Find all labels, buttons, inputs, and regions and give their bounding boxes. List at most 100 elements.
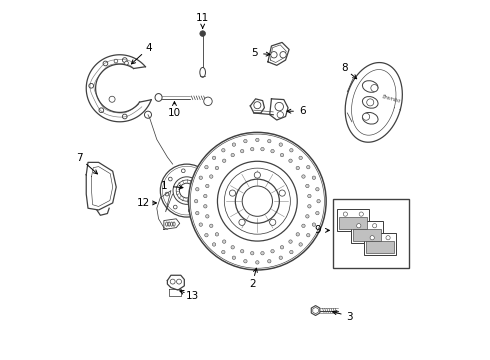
Circle shape: [307, 166, 310, 169]
Circle shape: [261, 147, 264, 151]
Circle shape: [170, 279, 175, 284]
Circle shape: [221, 250, 225, 254]
Text: 2: 2: [249, 279, 256, 289]
Circle shape: [302, 175, 305, 178]
Circle shape: [181, 169, 185, 173]
Circle shape: [363, 113, 369, 120]
Circle shape: [212, 243, 216, 246]
Circle shape: [122, 58, 127, 62]
Circle shape: [241, 249, 244, 253]
Circle shape: [312, 176, 316, 179]
Circle shape: [306, 184, 309, 188]
Circle shape: [173, 205, 177, 209]
Circle shape: [256, 261, 259, 264]
Bar: [364, 233, 396, 255]
Circle shape: [231, 153, 234, 157]
Circle shape: [109, 96, 115, 102]
Circle shape: [201, 200, 205, 204]
Circle shape: [204, 97, 212, 105]
Circle shape: [89, 84, 94, 88]
Circle shape: [296, 166, 299, 170]
Circle shape: [308, 204, 311, 208]
Circle shape: [210, 175, 213, 178]
Circle shape: [215, 166, 219, 170]
Circle shape: [280, 153, 284, 157]
Circle shape: [317, 199, 320, 203]
Circle shape: [99, 108, 104, 113]
Circle shape: [232, 256, 236, 260]
Circle shape: [254, 102, 261, 109]
Circle shape: [196, 172, 200, 176]
Circle shape: [189, 208, 192, 212]
Circle shape: [296, 233, 299, 236]
Circle shape: [254, 172, 261, 178]
Circle shape: [203, 204, 207, 208]
Circle shape: [203, 194, 207, 198]
Circle shape: [256, 138, 259, 141]
Circle shape: [114, 59, 118, 63]
Circle shape: [160, 164, 213, 217]
Text: 8: 8: [341, 63, 347, 73]
Text: 10: 10: [168, 108, 181, 118]
Circle shape: [316, 211, 319, 215]
Circle shape: [386, 235, 390, 240]
Circle shape: [229, 190, 236, 196]
Bar: [339, 217, 368, 229]
Circle shape: [199, 176, 202, 179]
Circle shape: [222, 159, 226, 162]
Circle shape: [279, 190, 285, 196]
Circle shape: [308, 194, 311, 198]
Circle shape: [289, 159, 292, 162]
Text: 5: 5: [251, 48, 258, 58]
Circle shape: [372, 224, 377, 228]
Circle shape: [169, 177, 172, 181]
Circle shape: [244, 139, 247, 143]
Circle shape: [289, 240, 292, 243]
Circle shape: [343, 212, 347, 216]
Circle shape: [221, 149, 225, 152]
Circle shape: [307, 234, 310, 237]
Circle shape: [250, 147, 254, 151]
Circle shape: [302, 224, 305, 228]
Text: 7: 7: [76, 153, 83, 163]
Circle shape: [306, 215, 309, 218]
Circle shape: [222, 240, 226, 243]
Text: 13: 13: [186, 291, 199, 301]
Circle shape: [370, 235, 374, 240]
Circle shape: [239, 219, 245, 225]
Text: 11: 11: [196, 13, 209, 23]
Circle shape: [270, 219, 276, 225]
Circle shape: [232, 143, 236, 146]
Circle shape: [196, 188, 199, 191]
Bar: [353, 229, 381, 241]
Circle shape: [359, 212, 364, 216]
Circle shape: [357, 224, 361, 228]
Circle shape: [250, 252, 254, 255]
Circle shape: [122, 114, 127, 119]
Circle shape: [280, 51, 286, 58]
Circle shape: [195, 199, 198, 203]
Circle shape: [290, 149, 293, 152]
Circle shape: [165, 192, 169, 196]
Circle shape: [271, 149, 274, 153]
Circle shape: [271, 51, 277, 58]
Circle shape: [189, 132, 326, 270]
Circle shape: [205, 185, 208, 189]
Circle shape: [103, 61, 108, 66]
Bar: [366, 241, 394, 253]
Circle shape: [199, 223, 202, 226]
Circle shape: [290, 250, 293, 254]
Circle shape: [196, 211, 199, 215]
Circle shape: [316, 188, 319, 191]
Circle shape: [218, 161, 297, 241]
Text: 9: 9: [315, 225, 321, 235]
Circle shape: [280, 246, 284, 249]
Circle shape: [268, 260, 271, 263]
Circle shape: [215, 233, 219, 236]
Circle shape: [206, 184, 209, 188]
Circle shape: [231, 246, 234, 249]
Circle shape: [279, 143, 283, 146]
Circle shape: [271, 249, 274, 253]
Text: 1: 1: [161, 181, 168, 191]
Circle shape: [200, 31, 205, 36]
